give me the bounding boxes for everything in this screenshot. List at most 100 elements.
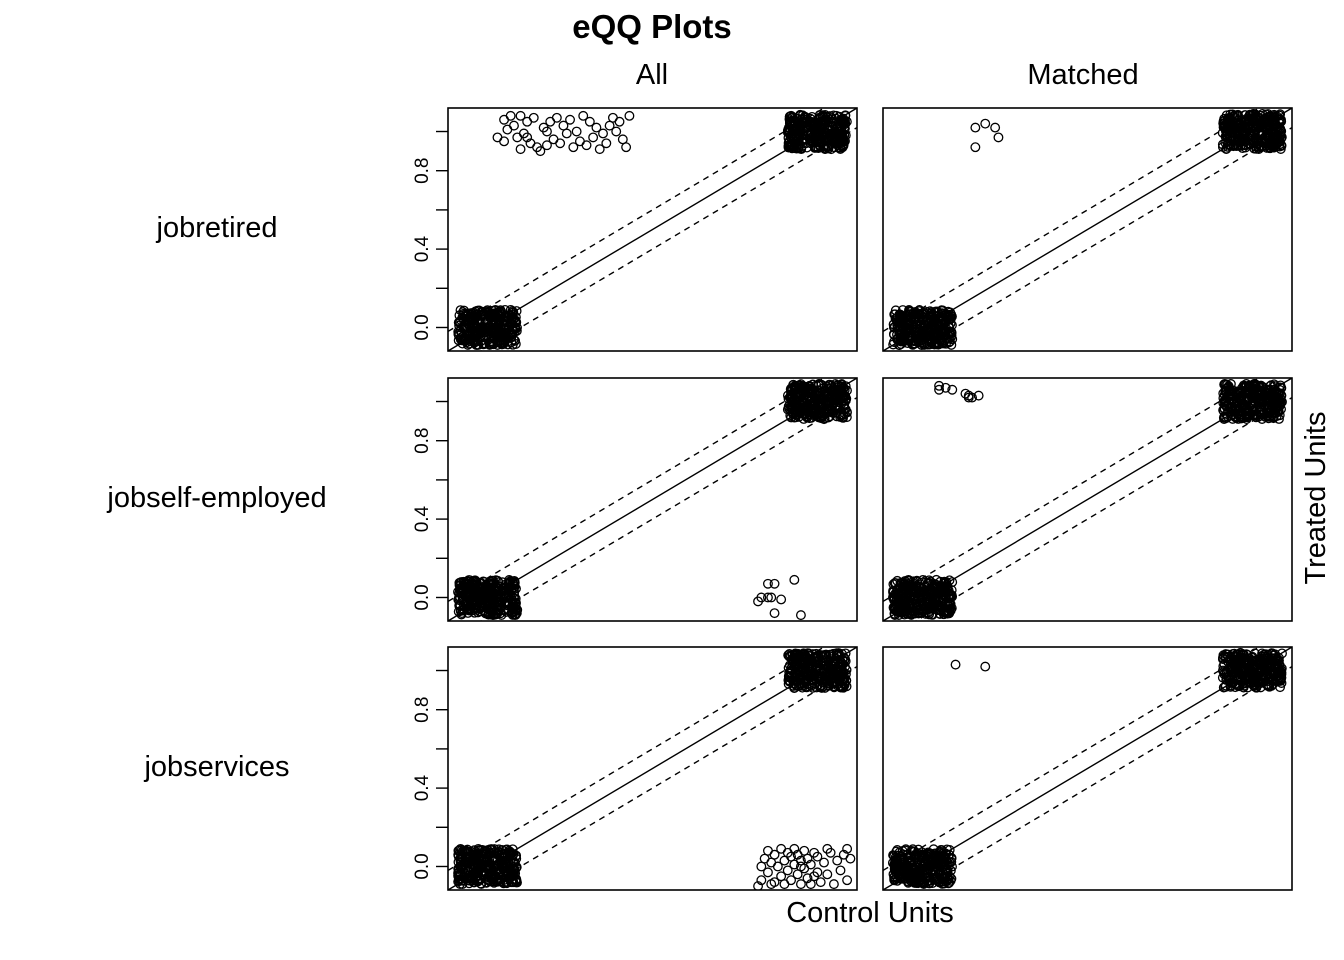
- y-axis-label: Treated Units: [1300, 412, 1332, 585]
- data-point: [823, 406, 834, 417]
- data-point: [802, 853, 813, 864]
- data-point: [568, 142, 579, 153]
- data-point: [493, 591, 504, 602]
- data-point: [453, 867, 464, 878]
- y-tick-label: 0.8: [412, 157, 433, 183]
- data-point: [1254, 654, 1265, 665]
- data-point: [835, 682, 846, 693]
- data-point: [914, 851, 925, 862]
- data-point: [1226, 398, 1237, 409]
- data-point: [1217, 672, 1228, 683]
- data-point: [824, 680, 835, 691]
- data-point: [901, 860, 912, 871]
- data-point: [920, 577, 931, 588]
- data-point: [488, 581, 499, 592]
- data-point: [929, 870, 940, 881]
- data-point: [1244, 109, 1255, 120]
- point-cluster: [887, 574, 958, 620]
- data-point: [1232, 390, 1243, 401]
- data-point: [920, 339, 931, 350]
- data-point: [1230, 658, 1241, 669]
- data-point: [578, 110, 589, 121]
- data-point: [1257, 648, 1268, 659]
- y-tick-label: 0.8: [412, 427, 433, 453]
- y-tick-label: 0.4: [412, 505, 433, 532]
- data-point: [511, 317, 522, 328]
- data-point: [900, 325, 911, 336]
- data-point: [1237, 403, 1248, 413]
- data-point: [838, 113, 849, 124]
- data-point: [1260, 121, 1271, 132]
- data-point: [501, 862, 511, 873]
- data-point: [944, 337, 954, 348]
- data-point: [473, 847, 483, 858]
- data-point: [453, 329, 464, 340]
- data-point: [1223, 656, 1234, 667]
- data-point: [832, 136, 843, 147]
- data-point: [944, 871, 955, 882]
- data-point: [947, 577, 958, 588]
- data-point: [475, 878, 486, 889]
- data-point: [826, 406, 837, 417]
- panel-frame: [447, 646, 858, 891]
- data-point: [786, 110, 797, 121]
- data-point: [473, 593, 484, 603]
- data-point: [1219, 115, 1230, 126]
- panel-plot-area: [448, 108, 857, 351]
- data-point: [1270, 396, 1281, 407]
- panel-jobretired-matched: [882, 107, 1293, 352]
- data-point: [1257, 141, 1268, 151]
- data-point: [831, 648, 842, 659]
- data-point: [762, 592, 773, 603]
- panel-plot-area: [883, 647, 1292, 890]
- data-point: [797, 664, 808, 675]
- data-point: [967, 392, 978, 403]
- data-point: [454, 310, 465, 321]
- data-point: [897, 871, 908, 882]
- data-point: [465, 327, 475, 338]
- data-point: [1246, 652, 1257, 663]
- data-point: [488, 325, 499, 336]
- data-point: [990, 122, 1001, 133]
- data-point: [1274, 663, 1285, 674]
- data-point: [503, 598, 514, 609]
- data-point: [1239, 128, 1250, 139]
- data-point: [970, 122, 981, 133]
- data-point: [797, 649, 808, 660]
- data-point: [769, 578, 780, 589]
- data-point: [903, 309, 914, 320]
- point-cluster: [1217, 108, 1287, 155]
- data-point: [822, 869, 833, 880]
- data-point: [591, 122, 602, 133]
- data-point: [940, 382, 951, 393]
- data-point: [581, 140, 592, 151]
- data-point: [924, 877, 935, 888]
- data-point: [788, 678, 799, 689]
- data-point: [822, 843, 833, 854]
- data-point: [506, 327, 517, 338]
- data-point: [900, 845, 911, 856]
- data-point: [819, 414, 829, 425]
- data-point: [946, 332, 956, 343]
- point-cluster: [782, 379, 852, 425]
- data-point: [783, 138, 794, 148]
- data-point: [815, 680, 826, 691]
- data-point: [474, 329, 484, 340]
- data-point: [502, 124, 513, 135]
- data-point: [920, 608, 931, 619]
- data-point: [1247, 110, 1258, 120]
- data-point: [934, 850, 945, 861]
- data-point: [460, 589, 471, 600]
- data-point: [939, 607, 950, 618]
- data-point: [1269, 134, 1280, 145]
- data-point: [963, 392, 974, 403]
- data-point: [950, 659, 961, 670]
- data-point: [809, 669, 819, 680]
- panel-frame: [882, 107, 1293, 352]
- data-point: [1270, 649, 1281, 660]
- data-point: [914, 305, 925, 315]
- data-point: [588, 132, 599, 143]
- data-point: [821, 649, 832, 660]
- y-tick-label: 0.0: [412, 853, 433, 879]
- data-point: [1238, 649, 1249, 660]
